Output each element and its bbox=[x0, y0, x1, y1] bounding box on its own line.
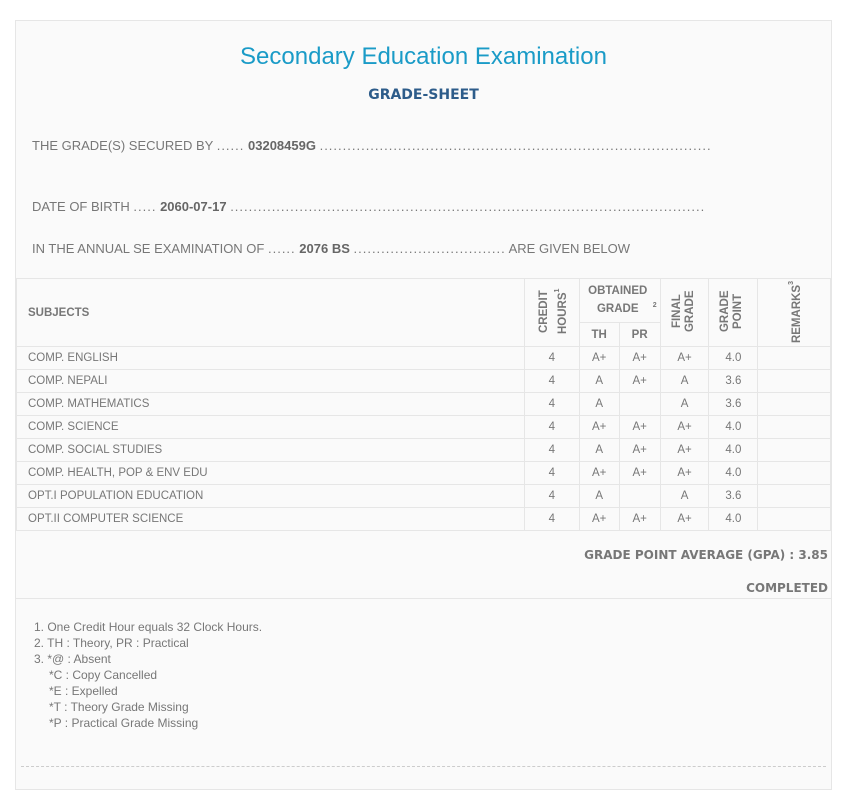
cell-credit: 4 bbox=[523, 461, 580, 486]
cell-gp: 4.0 bbox=[708, 461, 759, 486]
table-row: COMP. NEPALI 4 A A+ A 3.6 bbox=[16, 369, 831, 394]
note: *C : Copy Cancelled bbox=[49, 668, 158, 682]
table-row: COMP. HEALTH, POP & ENV EDU 4 A+ A+ A+ 4.0 bbox=[16, 461, 831, 486]
note: 3. *@ : Absent bbox=[34, 652, 111, 666]
cell-remarks bbox=[757, 461, 831, 486]
cell-th: A bbox=[578, 392, 620, 417]
table-row: COMP. SOCIAL STUDIES 4 A A+ A+ 4.0 bbox=[16, 438, 831, 463]
date-of-birth: 2060-07-17 bbox=[160, 199, 227, 214]
cell-gp: 3.6 bbox=[708, 484, 759, 509]
dashed-divider bbox=[21, 766, 826, 767]
cell-th: A+ bbox=[578, 461, 620, 486]
cell-pr bbox=[618, 392, 661, 417]
cell-remarks bbox=[757, 369, 831, 394]
table-row: OPT.I POPULATION EDUCATION 4 A A 3.6 bbox=[16, 484, 831, 509]
table-row: COMP. SCIENCE 4 A+ A+ A+ 4.0 bbox=[16, 415, 831, 440]
cell-gp: 4.0 bbox=[708, 438, 759, 463]
cell-remarks bbox=[757, 438, 831, 463]
cell-remarks bbox=[757, 415, 831, 440]
cell-credit: 4 bbox=[523, 484, 580, 509]
cell-final: A+ bbox=[659, 346, 710, 371]
col-final: FINAL GRADE bbox=[659, 277, 710, 348]
col-obtained: OBTAINED GRADE 2 bbox=[578, 278, 661, 323]
cell-pr: A+ bbox=[618, 507, 661, 532]
cell-credit: 4 bbox=[523, 369, 580, 394]
label: DATE OF BIRTH bbox=[32, 199, 130, 214]
cell-pr bbox=[618, 484, 661, 509]
page-title: Secondary Education Examination bbox=[240, 43, 607, 70]
grades-table: SUBJECTS CREDIT HOURS1 OBTAINED GRADE 2 F… bbox=[16, 277, 831, 532]
cell-subject: COMP. NEPALI bbox=[16, 369, 525, 394]
cell-final: A+ bbox=[659, 507, 710, 532]
note: *E : Expelled bbox=[49, 684, 118, 698]
cell-th: A bbox=[578, 369, 620, 394]
cell-remarks bbox=[757, 346, 831, 371]
note: 2. TH : Theory, PR : Practical bbox=[34, 636, 189, 650]
symbol-number: 03208459G bbox=[248, 138, 316, 153]
exam-line: IN THE ANNUAL SE EXAMINATION OF ...... 2… bbox=[32, 241, 630, 256]
dob-line: DATE OF BIRTH ..... 2060-07-17 .........… bbox=[32, 199, 706, 214]
cell-pr: A+ bbox=[618, 438, 661, 463]
result-status: COMPLETED bbox=[746, 581, 828, 595]
gpa: GRADE POINT AVERAGE (GPA) : 3.85 bbox=[584, 548, 828, 562]
cell-subject: COMP. SOCIAL STUDIES bbox=[16, 438, 525, 463]
cell-final: A+ bbox=[659, 461, 710, 486]
cell-credit: 4 bbox=[523, 507, 580, 532]
cell-final: A bbox=[659, 392, 710, 417]
table-row: COMP. MATHEMATICS 4 A A 3.6 bbox=[16, 392, 831, 417]
note: *P : Practical Grade Missing bbox=[49, 716, 199, 730]
col-pr: PR bbox=[618, 321, 661, 348]
cell-subject: COMP. MATHEMATICS bbox=[16, 392, 525, 417]
cell-credit: 4 bbox=[523, 438, 580, 463]
note: 1. One Credit Hour equals 32 Clock Hours… bbox=[34, 620, 263, 634]
footnotes: 1. One Credit Hour equals 32 Clock Hours… bbox=[34, 619, 262, 731]
cell-gp: 4.0 bbox=[708, 346, 759, 371]
cell-final: A+ bbox=[659, 438, 710, 463]
note: *T : Theory Grade Missing bbox=[49, 700, 189, 714]
cell-credit: 4 bbox=[523, 346, 580, 371]
cell-remarks bbox=[757, 507, 831, 532]
col-grade-point: GRADE POINT bbox=[708, 277, 759, 348]
cell-final: A bbox=[659, 369, 710, 394]
exam-year: 2076 BS bbox=[299, 241, 350, 256]
col-credit: CREDIT HOURS1 bbox=[523, 277, 580, 348]
cell-pr: A+ bbox=[618, 461, 661, 486]
cell-subject: COMP. ENGLISH bbox=[16, 346, 525, 371]
cell-credit: 4 bbox=[523, 415, 580, 440]
divider bbox=[16, 598, 831, 599]
page-subtitle: GRADE-SHEET bbox=[368, 87, 479, 103]
cell-pr: A+ bbox=[618, 346, 661, 371]
cell-th: A+ bbox=[578, 346, 620, 371]
cell-gp: 3.6 bbox=[708, 369, 759, 394]
col-subjects: SUBJECTS bbox=[16, 277, 525, 348]
grade-sheet: Secondary Education Examination GRADE-SH… bbox=[15, 20, 832, 790]
cell-th: A bbox=[578, 438, 620, 463]
cell-pr: A+ bbox=[618, 369, 661, 394]
cell-subject: OPT.I POPULATION EDUCATION bbox=[16, 484, 525, 509]
cell-final: A+ bbox=[659, 415, 710, 440]
label: THE GRADE(S) SECURED BY bbox=[32, 138, 214, 153]
table-row: COMP. ENGLISH 4 A+ A+ A+ 4.0 bbox=[16, 346, 831, 371]
cell-subject: OPT.II COMPUTER SCIENCE bbox=[16, 507, 525, 532]
cell-remarks bbox=[757, 392, 831, 417]
cell-gp: 4.0 bbox=[708, 415, 759, 440]
cell-subject: COMP. HEALTH, POP & ENV EDU bbox=[16, 461, 525, 486]
cell-gp: 3.6 bbox=[708, 392, 759, 417]
cell-subject: COMP. SCIENCE bbox=[16, 415, 525, 440]
cell-remarks bbox=[757, 484, 831, 509]
cell-final: A bbox=[659, 484, 710, 509]
col-remarks: REMARKS3 bbox=[757, 277, 831, 348]
cell-th: A bbox=[578, 484, 620, 509]
cell-th: A+ bbox=[578, 507, 620, 532]
col-th: TH bbox=[578, 321, 620, 348]
cell-pr: A+ bbox=[618, 415, 661, 440]
secured-by-line: THE GRADE(S) SECURED BY ...... 03208459G… bbox=[32, 138, 712, 153]
cell-credit: 4 bbox=[523, 392, 580, 417]
cell-gp: 4.0 bbox=[708, 507, 759, 532]
label: IN THE ANNUAL SE EXAMINATION OF bbox=[32, 241, 265, 256]
label: ARE GIVEN BELOW bbox=[508, 241, 630, 256]
cell-th: A+ bbox=[578, 415, 620, 440]
table-row: OPT.II COMPUTER SCIENCE 4 A+ A+ A+ 4.0 bbox=[16, 507, 831, 532]
